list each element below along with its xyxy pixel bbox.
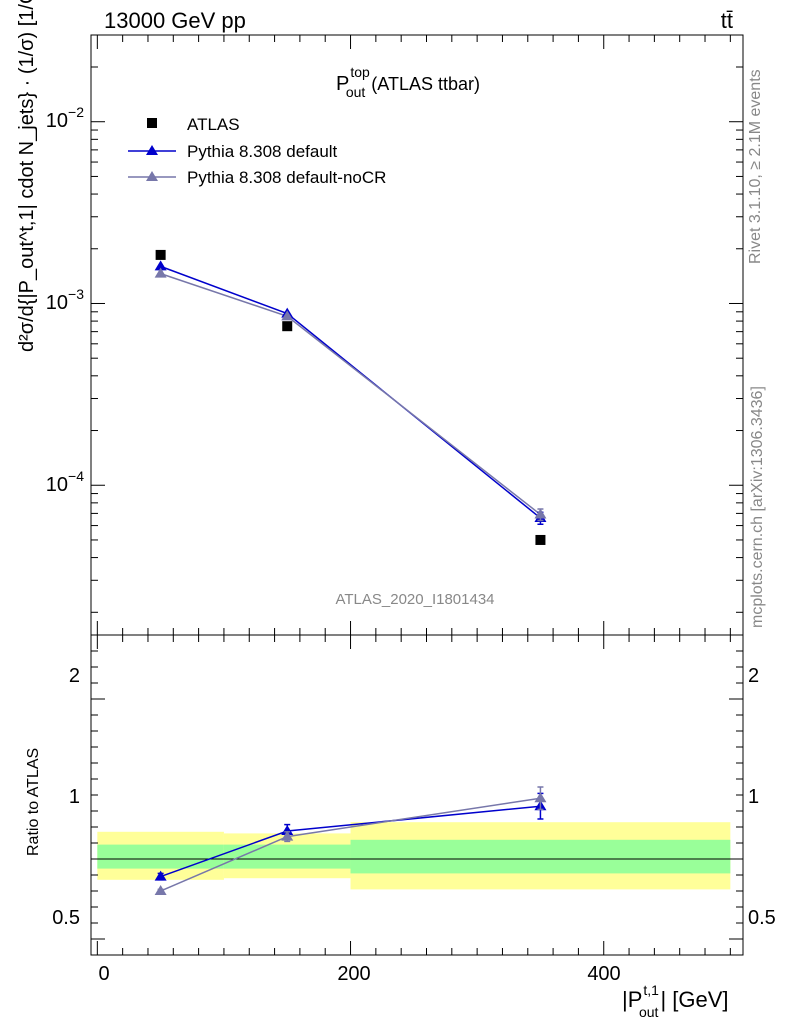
ratio-ytick-label-1-left: 1 [69,786,80,808]
ratio-ytick-label-2-right: 2 [748,665,759,687]
energy-label: 13000 GeV pp [104,8,246,33]
ratio-plot-frame [90,634,744,956]
ratio-ytick-label-05-left: 0.5 [52,907,80,929]
main-ytick-label-1e-4: 10−4 [46,468,84,496]
xtick-label-200: 200 [337,963,370,985]
ratio-ytick-label-1-right: 1 [748,786,759,808]
ratio-band-green [97,844,224,869]
main-line-default [160,265,541,519]
ratio-ytick-label-2-left: 2 [69,665,80,687]
main-point-nocr [534,508,547,519]
ratio-plot-panel: Ratio to ATLAS 2 1 0.5 2 1 0.5 0 200 400… [25,634,776,1020]
rivet-version-label: Rivet 3.1.10, ≥ 2.1M events [747,69,764,264]
legend-label-atlas: ATLAS [187,115,240,134]
main-ytick-label-1e-3: 10−3 [46,286,84,314]
xlabel-main: |P [622,987,642,1012]
main-point-default [154,260,167,271]
ratio-band-green [223,844,351,869]
xlabel-subscript: out [639,1004,659,1020]
main-point-atlas [535,534,546,545]
ratio-point-default [154,870,167,881]
main-y-axis-label: d²σ/d{|P_out^t,1| cdot N_jets} · (1/σ) [… [16,0,38,352]
ratio-point-nocr [154,885,167,895]
process-label: tt̄ [721,8,733,33]
title-subscript: out [346,84,366,100]
mcplots-label: mcplots.cern.ch [arXiv:1306.3436] [749,386,766,628]
legend-label-default: Pythia 8.308 default [187,142,338,161]
legend: ATLAS Pythia 8.308 default Pythia 8.308 … [128,115,386,187]
ratio-point-nocr [534,792,547,803]
title-suffix: (ATLAS ttbar) [371,74,480,94]
xlabel-suffix: | [GeV] [660,987,728,1012]
main-point-atlas [155,249,166,260]
main-plot-title: Ptop out (ATLAS ttbar) [336,64,480,100]
main-axis-ticks [91,34,743,635]
main-plot-panel: Ptop out (ATLAS ttbar) d²σ/d{|P_out^t,1| c… [16,0,744,636]
legend-label-nocr: Pythia 8.308 default-noCR [187,168,386,187]
ratio-ytick-label-05-right: 0.5 [748,907,776,929]
xtick-label-0: 0 [98,963,109,985]
ratio-axis-ticks [91,635,743,955]
xtick-label-400: 400 [587,963,620,985]
main-point-nocr [154,267,167,278]
analysis-tag: ATLAS_2020_I1801434 [335,591,494,608]
legend-marker-default [146,145,158,155]
title-superscript: top [350,64,370,80]
x-axis-label: |Pt,1 out| [GeV] [622,982,729,1020]
legend-marker-atlas [147,118,157,128]
title-main-text: P [336,73,349,95]
main-line-nocr [160,272,541,516]
ratio-y-axis-label: Ratio to ATLAS [25,748,42,856]
main-ytick-label-1e-2: 10−2 [46,104,84,132]
ratio-point-nocr [281,830,294,841]
main-point-nocr [281,310,294,321]
ratio-band-green [350,839,731,874]
main-point-atlas [282,321,293,332]
xlabel-superscript: t,1 [643,982,659,998]
legend-marker-nocr [146,171,158,181]
